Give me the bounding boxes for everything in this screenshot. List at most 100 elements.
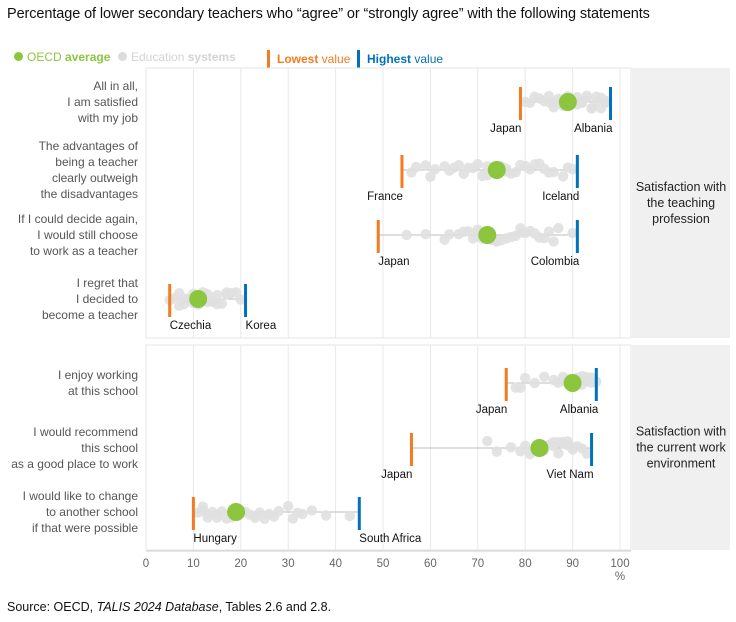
education-system-dot [548, 166, 559, 178]
oecd-dot-icon [14, 52, 23, 61]
x-tick-label: 100 [610, 558, 629, 570]
group-label-line: Satisfaction with [636, 180, 726, 194]
legend-lowest-value: Lowest value [267, 50, 350, 68]
education-system-dot [581, 448, 593, 459]
legend-education-systems: Education systems [118, 50, 236, 64]
education-system-dot [600, 97, 611, 108]
education-system-dot [401, 229, 412, 241]
statement-row: I would like to change to another school i… [23, 489, 422, 545]
oecd-average-dot [227, 503, 246, 521]
legend-oecd-bold: average [65, 50, 111, 64]
lowest-value-bar [376, 220, 380, 253]
education-system-dot [420, 228, 431, 240]
statement-label-line: All in all, [93, 79, 138, 93]
lowest-country-label: Japan [490, 123, 521, 135]
x-tick-label: 10 [187, 558, 200, 570]
x-axis-unit-label: % [615, 571, 625, 583]
education-system-dot [235, 294, 246, 305]
source-suffix: , Tables 2.6 and 2.8. [218, 600, 332, 614]
legend-lowest-bold: Lowest [277, 52, 319, 66]
education-system-dot [505, 442, 517, 453]
source-note: Source: OECD, TALIS 2024 Database, Table… [7, 600, 331, 614]
education-system-dot [320, 510, 332, 521]
statement-row: All in all, I am satisfied with my job Japa… [67, 79, 613, 135]
oecd-average-dot [530, 439, 549, 457]
legend-highest-value: Highest value [357, 50, 443, 68]
statement-label-line: become a teacher [42, 308, 138, 322]
education-system-dot [283, 500, 294, 512]
lowest-value-bar [191, 497, 195, 530]
x-tick-label: 50 [377, 558, 390, 570]
lowest-bar-icon [267, 50, 270, 68]
education-system-dot [444, 229, 455, 240]
highest-value-bar [594, 368, 598, 401]
highest-value-bar [575, 220, 579, 253]
x-tick-label: 60 [424, 558, 437, 570]
education-system-dot [453, 159, 465, 171]
highest-value-bar [609, 87, 613, 120]
education-system-dot [567, 163, 578, 175]
education-system-dot [520, 372, 531, 384]
lowest-country-label: Japan [378, 256, 409, 268]
highest-country-label: Albania [560, 404, 599, 416]
lowest-value-bar [504, 368, 508, 401]
education-system-dot [557, 171, 569, 182]
lowest-country-label: Japan [476, 404, 507, 416]
group-label-line: the current work [636, 441, 726, 455]
highest-value-bar [357, 497, 361, 530]
statement-label-line: I would recommend [33, 425, 138, 439]
group-label-line: the teaching [647, 196, 715, 210]
legend-oecd-average: OECD average [14, 50, 110, 64]
education-system-dot [581, 90, 593, 101]
statement-row: I enjoy working at this school Japan Albani… [58, 368, 602, 416]
oecd-average-dot [558, 93, 577, 111]
legend-lowest-suffix: value [318, 52, 351, 66]
group-label-line: environment [647, 457, 716, 471]
highest-country-label: Iceland [542, 191, 579, 203]
x-tick-label: 20 [234, 558, 247, 570]
group-label-box [632, 68, 730, 338]
chart-title: Percentage of lower secondary teachers w… [7, 6, 650, 22]
oecd-average-dot [487, 161, 506, 179]
statement-label-line: If I could decide again, [18, 212, 138, 226]
statement-row: I would recommend this school as a good pl… [11, 425, 593, 481]
education-system-dot [586, 103, 597, 114]
statement-label-line: I decided to [76, 292, 138, 306]
lowest-value-bar [400, 155, 404, 188]
statement-label-line: if that were possible [32, 521, 138, 535]
education-system-dot [482, 435, 493, 447]
education-system-dot [273, 505, 284, 517]
highest-country-label: Viet Nam [546, 469, 593, 481]
group-label-line: profession [652, 212, 710, 226]
education-system-dot [429, 164, 441, 175]
legend-oecd-prefix: OECD [27, 50, 66, 64]
statement-label-line: I regret that [77, 276, 139, 290]
x-tick-label: 80 [519, 558, 532, 570]
statement-label-line: clearly outweigh [52, 171, 138, 185]
panel-2: Satisfaction with the current work environ… [11, 344, 730, 551]
lowest-country-label: Czechia [170, 320, 212, 332]
source-database: TALIS 2024 Database [96, 600, 219, 614]
statement-label-line: to work as a teacher [30, 244, 138, 258]
statement-label-line: the disadvantages [41, 187, 138, 201]
education-system-dot [538, 371, 550, 382]
statement-label-line: to another school [46, 505, 138, 519]
statement-row: If I could decide again, I would still ch… [18, 212, 580, 268]
education-system-dot [491, 446, 502, 457]
oecd-average-dot [478, 226, 497, 244]
oecd-average-dot [189, 290, 208, 308]
legend-systems-prefix: Education [131, 50, 188, 64]
group-label-line: Satisfaction with [636, 425, 726, 439]
statement-row: I regret that I decided to become a teache… [42, 276, 277, 332]
statement-row: The advantages of being a teacher clearly … [39, 139, 580, 203]
x-tick-label: 30 [282, 558, 295, 570]
legend-highest-suffix: value [411, 52, 444, 66]
education-system-dot [216, 298, 228, 309]
oecd-average-dot [563, 374, 582, 392]
highest-bar-icon [357, 50, 360, 68]
statement-label-line: at this school [68, 384, 138, 398]
lowest-country-label: Hungary [193, 533, 237, 545]
education-system-dot [548, 236, 559, 247]
highest-country-label: South Africa [359, 533, 422, 545]
